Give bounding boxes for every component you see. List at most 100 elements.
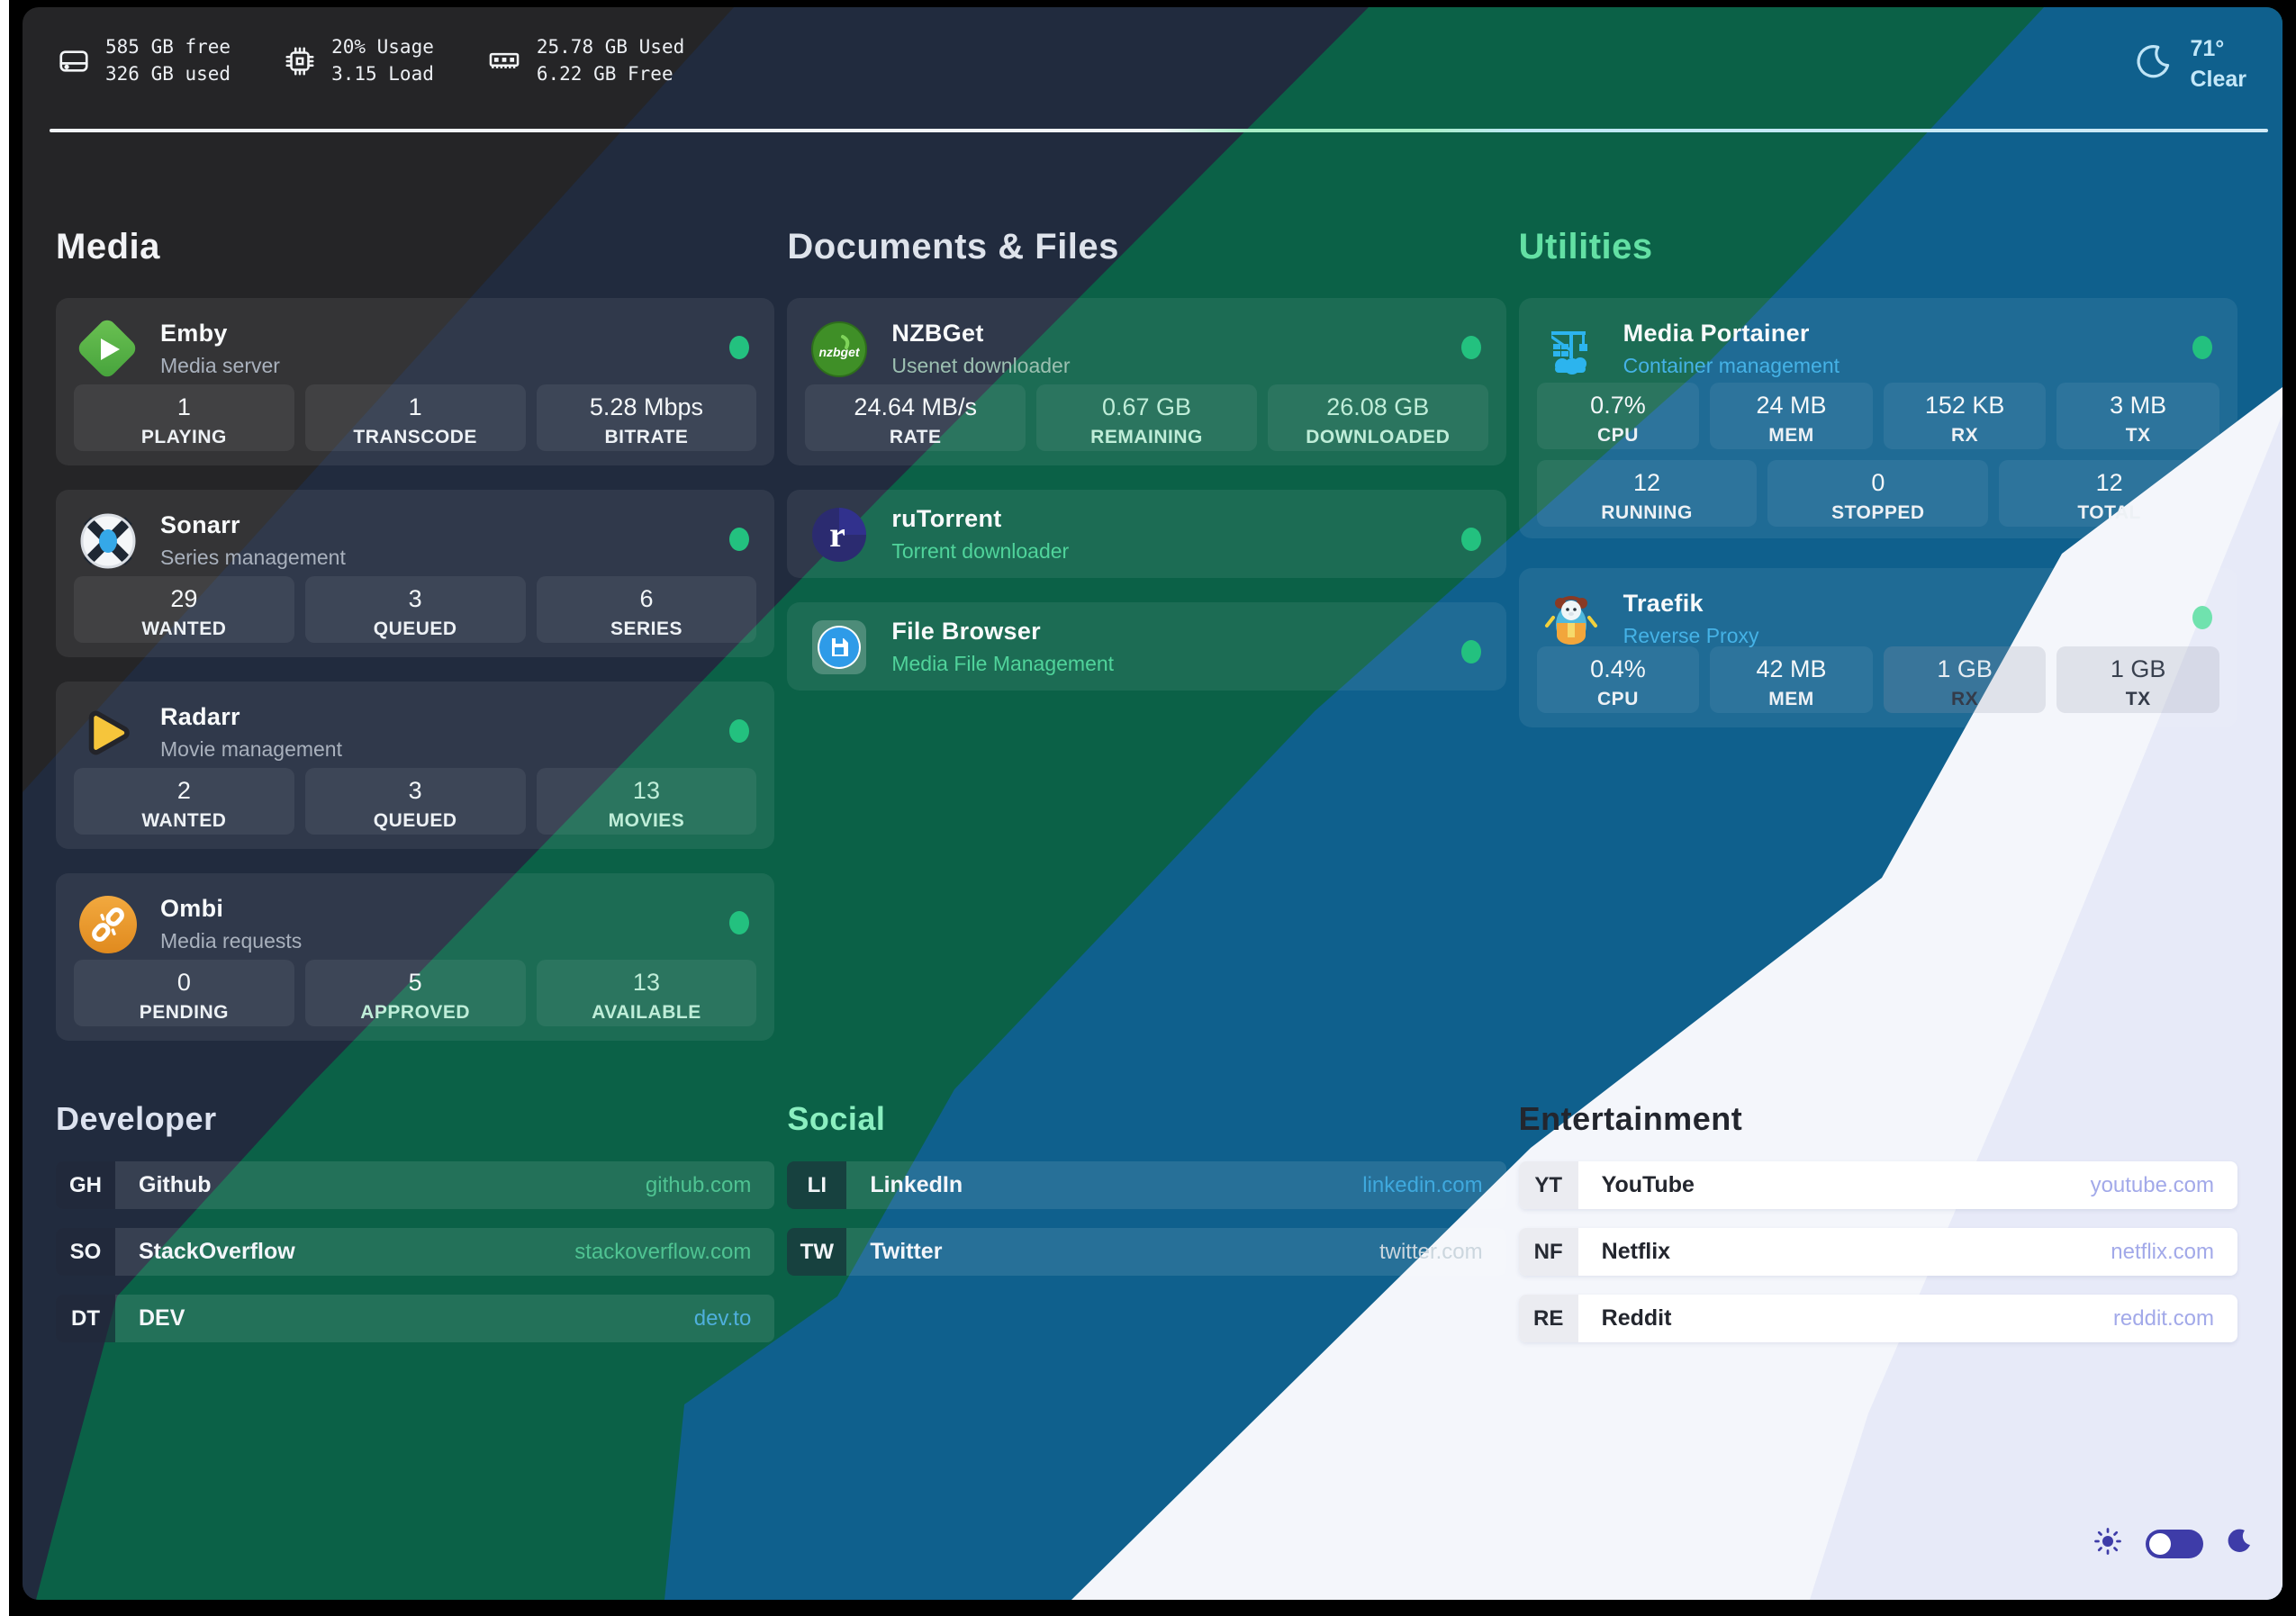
section-developer: Developer GH Github github.com SO StackO… <box>56 1100 775 1361</box>
cpu-status: 20% Usage 3.15 Load <box>283 34 434 88</box>
weather-condition: Clear <box>2190 66 2246 92</box>
link-url: dev.to <box>693 1305 752 1331</box>
status-dot <box>729 336 750 359</box>
link-tag: SO <box>56 1228 115 1276</box>
status-dot <box>1460 640 1481 664</box>
stat-box: 3 MB TX <box>2056 383 2219 449</box>
service-subtitle: Media server <box>160 354 280 377</box>
weather-text: 71° Clear <box>2190 34 2246 95</box>
status-dot <box>729 528 750 551</box>
status-dot <box>729 719 750 743</box>
service-card-traefik[interactable]: Traefik Reverse Proxy 0.4% CPU 42 MB MEM 1… <box>1518 568 2237 727</box>
link-row-stackoverflow[interactable]: SO StackOverflow stackoverflow.com <box>56 1228 775 1276</box>
service-subtitle: Container management <box>1623 354 1840 377</box>
sonarr-icon <box>79 512 137 570</box>
link-tag: TW <box>787 1228 847 1276</box>
service-card-sonarr[interactable]: Sonarr Series management 29 WANTED 3 QUEUE… <box>56 490 775 657</box>
stat-box: 5.28 Mbps BITRATE <box>536 384 757 451</box>
service-card-rutorrent[interactable]: r ruTorrent Torrent downloader <box>787 490 1506 578</box>
svg-text:nzbget: nzbget <box>819 345 861 359</box>
moon-filled-icon[interactable] <box>2225 1527 2254 1560</box>
stat-box: 12 TOTAL <box>1999 460 2219 527</box>
service-card-ombi[interactable]: Ombi Media requests 0 PENDING 5 APPROVED 1… <box>56 873 775 1041</box>
link-name: Twitter <box>870 1239 943 1264</box>
stat-box: 24 MB MEM <box>1710 383 1873 449</box>
radarr-icon <box>79 704 137 762</box>
window-edge <box>0 0 9 1616</box>
stat-box: 13 MOVIES <box>536 768 757 835</box>
service-card-radarr[interactable]: Radarr Movie management 2 WANTED 3 QUEUED … <box>56 682 775 849</box>
service-name: Media Portainer <box>1623 320 1810 347</box>
service-card-emby[interactable]: Emby Media server 1 PLAYING 1 TRANSCODE 5.… <box>56 298 775 465</box>
emby-icon <box>75 316 140 380</box>
section-social: Social LI LinkedIn linkedin.com TW Twitt… <box>787 1100 1506 1361</box>
system-status-bar: 585 GB free 326 GB used 20% Usage 3.15 Loa… <box>57 34 2257 95</box>
link-name: YouTube <box>1601 1172 1695 1197</box>
stat-box: 0 STOPPED <box>1767 460 1989 527</box>
stat-box: 1 PLAYING <box>74 384 294 451</box>
section-title-social: Social <box>787 1100 886 1137</box>
link-row-netflix[interactable]: NF Netflix netflix.com <box>1518 1228 2237 1276</box>
memory-status: 25.78 GB Used 6.22 GB Free <box>486 34 684 88</box>
service-name: Sonarr <box>160 511 240 538</box>
link-name: LinkedIn <box>870 1172 963 1197</box>
link-row-reddit[interactable]: RE Reddit reddit.com <box>1518 1295 2237 1342</box>
link-url: youtube.com <box>2090 1172 2214 1197</box>
link-name: Reddit <box>1601 1305 1672 1331</box>
service-subtitle: Movie management <box>160 737 342 761</box>
service-name: File Browser <box>891 618 1041 645</box>
stat-box: 42 MB MEM <box>1710 646 1873 713</box>
service-card-portainer[interactable]: Media Portainer Container management 0.7… <box>1518 298 2237 538</box>
theme-switch-knob <box>2149 1532 2171 1555</box>
hdd-icon <box>57 44 91 78</box>
link-tag: NF <box>1518 1228 1578 1276</box>
link-row-youtube[interactable]: YT YouTube youtube.com <box>1518 1161 2237 1209</box>
moon-icon <box>2132 41 2174 87</box>
traefik-icon <box>1542 591 1600 648</box>
rutorrent-icon: r <box>810 506 868 564</box>
theme-switch[interactable] <box>2146 1529 2203 1558</box>
link-url: reddit.com <box>2112 1305 2214 1331</box>
link-name: DEV <box>139 1305 185 1331</box>
dashboard-canvas: 585 GB free 326 GB used 20% Usage 3.15 Loa… <box>23 7 2282 1600</box>
header-divider <box>50 129 2268 132</box>
weather-temp: 71° <box>2190 36 2225 61</box>
link-row-linkedin[interactable]: LI LinkedIn linkedin.com <box>787 1161 1506 1209</box>
service-name: ruTorrent <box>891 505 1002 532</box>
status-dot <box>2192 336 2212 359</box>
link-url: stackoverflow.com <box>574 1239 752 1264</box>
stat-box: 0 PENDING <box>74 960 294 1026</box>
link-url: linkedin.com <box>1362 1172 1483 1197</box>
link-row-github[interactable]: GH Github github.com <box>56 1161 775 1209</box>
stat-box: 6 SERIES <box>536 576 757 643</box>
service-subtitle: Series management <box>160 546 346 569</box>
link-tag: LI <box>787 1161 847 1209</box>
stat-box: 3 QUEUED <box>304 768 526 835</box>
stat-box: 5 APPROVED <box>304 960 526 1026</box>
status-dot <box>1460 528 1481 551</box>
stat-box: 29 WANTED <box>74 576 294 643</box>
memory-stats-text: 25.78 GB Used 6.22 GB Free <box>536 36 685 85</box>
stat-box: 1 GB TX <box>2056 646 2219 713</box>
weather-widget: 71° Clear <box>2132 34 2257 95</box>
link-row-twitter[interactable]: TW Twitter twitter.com <box>787 1228 1506 1276</box>
service-name: Traefik <box>1623 590 1704 617</box>
stat-box: 1 TRANSCODE <box>304 384 526 451</box>
link-name: Github <box>139 1172 212 1197</box>
sun-icon[interactable] <box>2092 1525 2124 1562</box>
svg-text:r: r <box>829 514 845 555</box>
service-name: Emby <box>160 320 228 347</box>
section-title-media: Media <box>56 227 160 266</box>
disk-stats-text: 585 GB free 326 GB used <box>105 36 231 85</box>
cpu-icon <box>283 44 317 78</box>
link-row-dev[interactable]: DT DEV dev.to <box>56 1295 775 1342</box>
service-card-nzbget[interactable]: nzbget NZBGet Usenet downloader 24.64 MB… <box>787 298 1506 465</box>
service-subtitle: Media requests <box>160 929 303 952</box>
stat-box: 152 KB RX <box>1883 383 2047 449</box>
service-name: Ombi <box>160 895 224 922</box>
stat-box: 0.7% CPU <box>1536 383 1700 449</box>
status-dot <box>2192 606 2212 629</box>
stat-box: 3 QUEUED <box>304 576 526 643</box>
service-card-filebrowser[interactable]: File Browser Media File Management <box>787 602 1506 691</box>
link-tag: DT <box>56 1295 115 1342</box>
